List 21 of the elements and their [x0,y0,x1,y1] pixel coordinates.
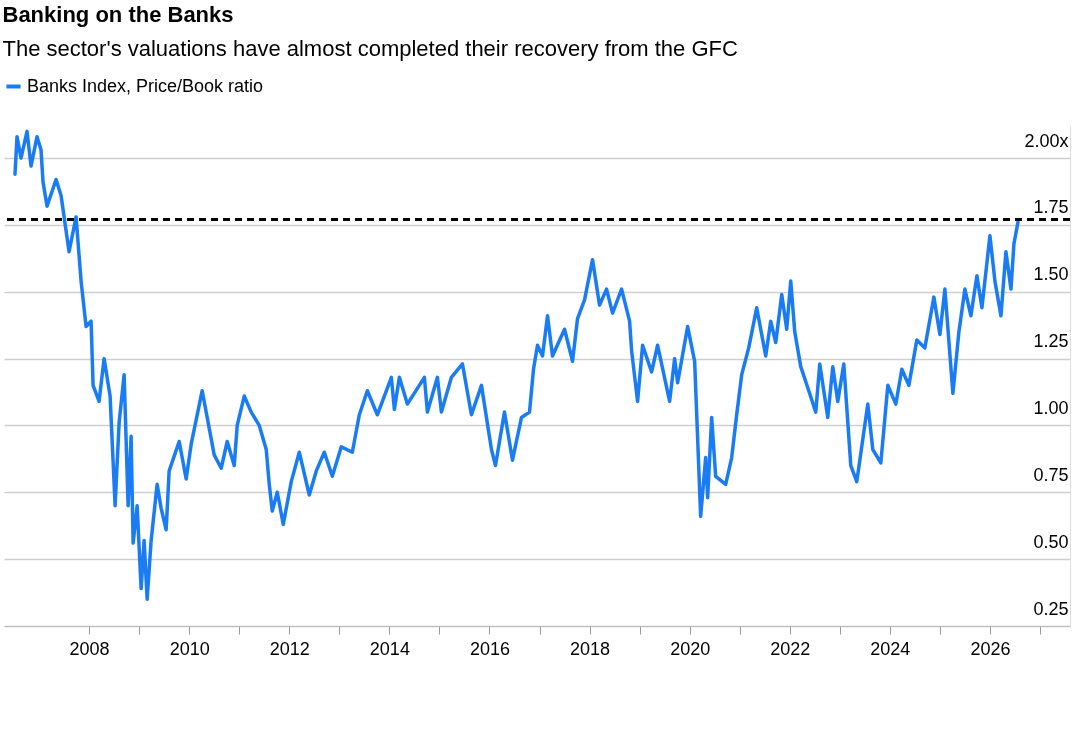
x-tick-label: 2010 [169,638,210,659]
chart-title: Banking on the Banks [2,2,234,27]
y-tick-label: 2.00x [1024,130,1069,151]
y-tick-label: 1.00 [1033,397,1069,418]
y-tick-label: 1.50 [1033,264,1069,285]
x-tick-label: 2022 [770,638,811,659]
x-tick-label: 2016 [469,638,510,659]
y-tick-label: 1.25 [1033,331,1069,352]
x-tick-label: 2008 [69,638,110,659]
y-tick-label: 0.75 [1033,464,1069,485]
x-tick-label: 2014 [369,638,410,659]
y-tick-label: 0.50 [1033,531,1069,552]
x-tick-label: 2012 [269,638,310,659]
x-tick-label: 2024 [870,638,911,659]
x-tick-label: 2018 [570,638,611,659]
y-tick-label: 1.75 [1033,197,1069,218]
y-tick-label: 0.25 [1033,598,1069,619]
chart-subtitle: The sector's valuations have almost completed their recovery from the GFC [2,36,738,61]
legend-label: Banks Index, Price/Book ratio [27,75,264,96]
x-tick-label: 2026 [970,638,1011,659]
x-tick-label: 2020 [670,638,711,659]
